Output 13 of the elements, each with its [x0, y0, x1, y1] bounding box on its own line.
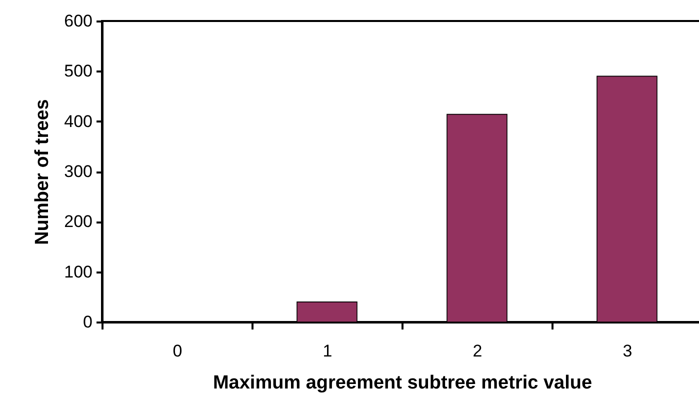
x-axis-title: Maximum agreement subtree metric value — [212, 372, 592, 394]
y-tick-label: 500 — [64, 62, 92, 81]
x-tick-label: 2 — [472, 342, 482, 360]
y-tick-label: 0 — [83, 312, 92, 332]
y-tick-label: 300 — [64, 162, 92, 181]
y-tick-label: 600 — [64, 12, 92, 30]
x-tick-label: 3 — [622, 342, 632, 360]
y-tick-label: 200 — [64, 212, 92, 232]
x-tick-label: 0 — [172, 342, 182, 360]
y-tick-label: 400 — [64, 112, 92, 131]
x-tick-label: 1 — [322, 342, 332, 360]
y-tick-label: 100 — [64, 262, 92, 282]
y-axis-title: Number of trees — [32, 99, 54, 245]
